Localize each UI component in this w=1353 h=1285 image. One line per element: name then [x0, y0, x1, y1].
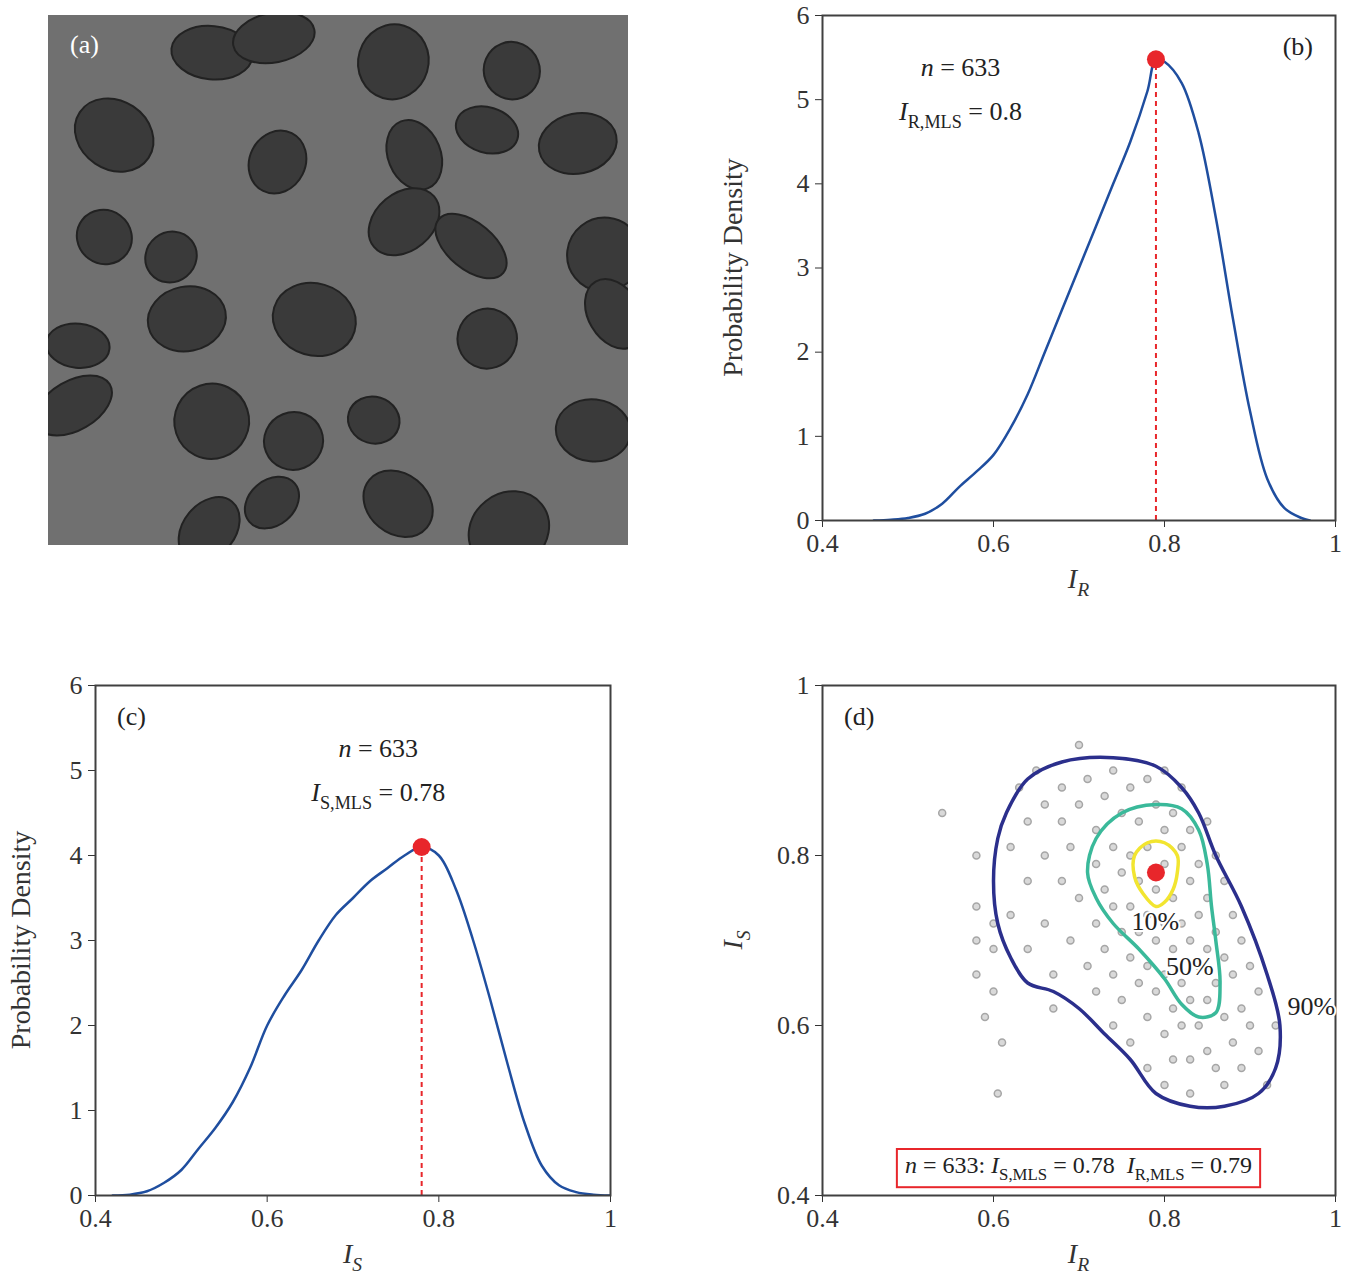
svg-text:n = 633: n = 633 [338, 734, 418, 763]
svg-text:2: 2 [797, 337, 810, 366]
svg-text:(b): (b) [1283, 32, 1313, 61]
svg-text:n = 633: n = 633 [921, 53, 1001, 82]
svg-text:1: 1 [797, 422, 810, 451]
svg-text:90%: 90% [1287, 992, 1335, 1021]
svg-text:1: 1 [797, 671, 810, 700]
svg-text:0.6: 0.6 [977, 1204, 1010, 1233]
svg-text:0.6: 0.6 [977, 529, 1010, 558]
svg-text:4: 4 [797, 169, 810, 198]
svg-text:5: 5 [70, 756, 83, 785]
svg-text:6: 6 [797, 1, 810, 30]
svg-text:IS,MLS = 0.78: IS,MLS = 0.78 [310, 778, 445, 813]
svg-text:0.6: 0.6 [251, 1204, 284, 1233]
svg-text:1: 1 [70, 1096, 83, 1125]
svg-text:1: 1 [1329, 1204, 1342, 1233]
svg-text:0: 0 [69, 1180, 83, 1210]
svg-text:0.8: 0.8 [423, 1204, 456, 1233]
svg-text:0.4: 0.4 [806, 529, 839, 558]
svg-text:0.4: 0.4 [79, 1204, 112, 1233]
svg-text:0: 0 [796, 505, 810, 535]
svg-text:0.4: 0.4 [806, 1204, 839, 1233]
svg-text:IR: IR [1067, 563, 1089, 600]
svg-text:5: 5 [797, 85, 810, 114]
svg-text:0.8: 0.8 [1148, 1204, 1181, 1233]
svg-text:0.4: 0.4 [777, 1181, 810, 1210]
svg-text:(c): (c) [117, 702, 146, 731]
svg-text:2: 2 [70, 1011, 83, 1040]
svg-text:0.8: 0.8 [777, 841, 810, 870]
svg-text:IS: IS [717, 930, 754, 950]
svg-text:Probability Density: Probability Density [717, 158, 748, 377]
svg-text:3: 3 [70, 926, 83, 955]
svg-text:50%: 50% [1166, 952, 1214, 981]
svg-text:4: 4 [70, 841, 83, 870]
svg-text:10%: 10% [1132, 907, 1180, 936]
svg-text:3: 3 [797, 253, 810, 282]
svg-text:0.8: 0.8 [1148, 529, 1181, 558]
svg-text:IR: IR [1067, 1238, 1089, 1275]
svg-text:IS: IS [342, 1238, 362, 1275]
svg-text:1: 1 [1329, 529, 1342, 558]
svg-text:Probability Density: Probability Density [5, 831, 36, 1050]
svg-text:(a): (a) [70, 30, 99, 59]
svg-text:n = 633: IS,MLS = 0.78 IR,MLS: n = 633: IS,MLS = 0.78 IR,MLS = 0.79 [905, 1152, 1252, 1184]
svg-text:IR,MLS = 0.8: IR,MLS = 0.8 [898, 97, 1022, 132]
svg-text:6: 6 [70, 671, 83, 700]
svg-text:0.6: 0.6 [777, 1011, 810, 1040]
svg-text:(d): (d) [844, 702, 874, 731]
svg-text:1: 1 [604, 1204, 617, 1233]
